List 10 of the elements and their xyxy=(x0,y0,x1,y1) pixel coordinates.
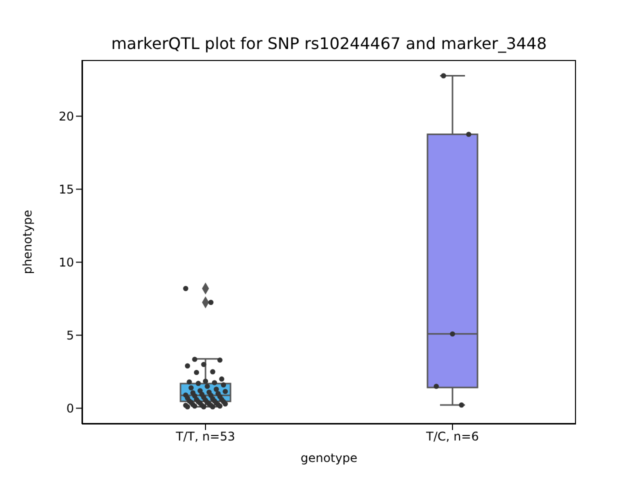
y-tick-label: 5 xyxy=(66,328,74,342)
x-tick-label: T/C, n=6 xyxy=(425,430,479,444)
y-tick-label: 20 xyxy=(58,109,74,124)
y-tick-label: 10 xyxy=(58,255,74,270)
x-axis-title: genotype xyxy=(300,451,358,465)
x-tick-label: T/T, n=53 xyxy=(174,430,236,444)
y-tick-label: 0 xyxy=(66,401,74,416)
chart-title: markerQTL plot for SNP rs10244467 and marker_3448 xyxy=(110,34,548,53)
y-tick-label: 15 xyxy=(58,182,74,196)
y-axis-title: phenotype xyxy=(20,210,34,274)
